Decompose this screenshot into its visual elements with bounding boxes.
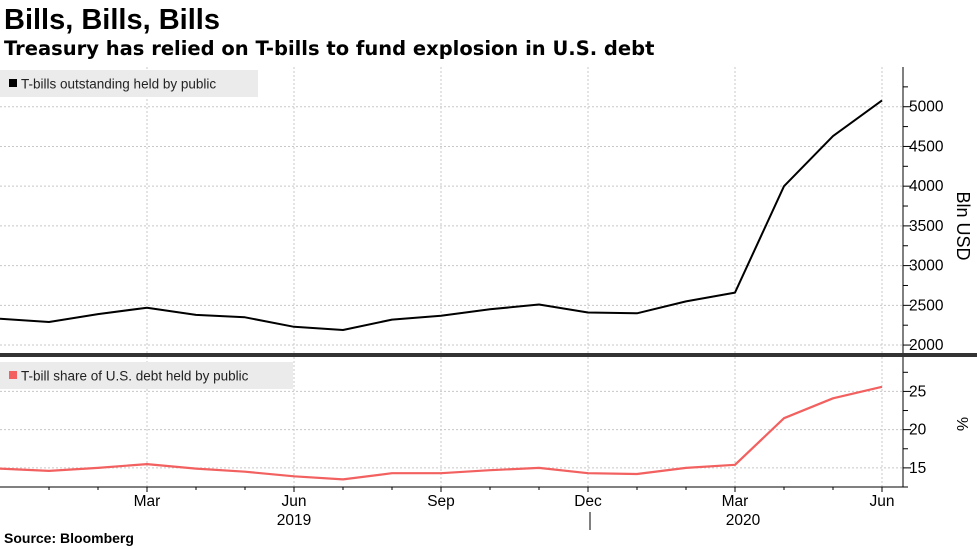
y-tick-label: 3000 (909, 258, 944, 275)
y-tick-label: 3500 (909, 218, 944, 235)
x-tick-label: Mar (722, 493, 749, 510)
x-tick-label: Sep (427, 493, 455, 510)
top-legend-label: T-bills outstanding held by public (21, 77, 216, 92)
series-layer (0, 99, 883, 481)
y-tick-label: 25 (909, 383, 926, 400)
bottom-y-axis-title: % (953, 417, 970, 431)
bottom-legend-background (0, 362, 293, 389)
x-year-label: 2020 (726, 512, 761, 529)
chart-subtitle: Treasury has relied on T-bills to fund e… (4, 37, 655, 60)
bottom-legend-label: T-bill share of U.S. debt held by public (21, 369, 249, 384)
grid-lines (0, 67, 903, 487)
x-year-label: 2019 (277, 512, 311, 529)
top-y-axis-title: Bln USD (953, 191, 973, 260)
top-legend: T-bills outstanding held by public (0, 70, 258, 97)
tbill-share-line (0, 385, 883, 481)
bottom-legend: T-bill share of U.S. debt held by public (0, 362, 293, 389)
y-tick-label: 2000 (909, 337, 944, 354)
source-note: Source: Bloomberg (4, 530, 134, 546)
top-legend-background (0, 70, 258, 97)
axis-layer: 2000 2500 3000 3500 4000 4500 5000 15 20 25 Mar Jun… (48, 86, 944, 530)
y-tick-label: 4000 (909, 178, 944, 195)
y-tick-label: 5000 (909, 99, 944, 116)
bottom-legend-swatch (9, 371, 17, 379)
y-tick-label: 15 (909, 460, 926, 477)
y-tick-label: 2500 (909, 297, 944, 314)
x-tick-label: Dec (574, 493, 602, 510)
x-tick-label: Jun (282, 493, 307, 510)
y-tick-label: 4500 (909, 138, 944, 155)
chart-title: Bills, Bills, Bills (4, 4, 220, 36)
x-tick-label: Mar (134, 493, 161, 510)
x-tick-label: Jun (870, 493, 895, 510)
top-legend-swatch (9, 79, 17, 87)
tbills-outstanding-line (0, 99, 883, 331)
panel-divider (0, 353, 977, 357)
y-tick-label: 20 (909, 422, 927, 439)
